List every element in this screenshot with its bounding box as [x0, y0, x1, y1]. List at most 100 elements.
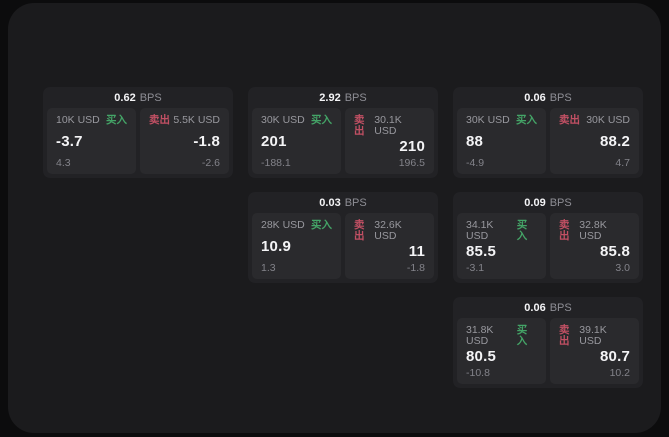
card-body: 34.1K USD 买入 85.5 -3.1 卖出 32.8K USD 85.8…: [453, 213, 643, 283]
sell-tile-top: 卖出 30K USD: [559, 115, 630, 126]
sell-price: 80.7: [600, 348, 630, 366]
sell-side-label: 卖出: [559, 219, 570, 242]
bps-unit-label: BPS: [549, 301, 572, 314]
quotes-panel: 0.62 BPS 10K USD 买入 -3.7 4.3 卖出 5.5K USD: [8, 3, 661, 433]
quote-card-2[interactable]: 2.92 BPS 30K USD 买入 201 -188.1 卖出 30.1K …: [248, 87, 438, 178]
card-header: 0.09 BPS: [453, 192, 643, 213]
sell-tile[interactable]: 卖出 32.8K USD 85.8 3.0: [550, 213, 639, 279]
sell-delta: 3.0: [615, 261, 630, 274]
sell-notional: 5.5K USD: [173, 114, 220, 126]
buy-notional: 30K USD: [466, 114, 510, 126]
quote-card-4[interactable]: 0.03 BPS 28K USD 买入 10.9 1.3 卖出 32.6K US…: [248, 192, 438, 283]
sell-price: 210: [399, 138, 425, 156]
buy-delta: -10.8: [466, 366, 490, 379]
buy-notional: 30K USD: [261, 114, 305, 126]
buy-tile-top: 28K USD 买入: [261, 220, 332, 231]
sell-price: 11: [408, 243, 425, 261]
quote-card-5[interactable]: 0.09 BPS 34.1K USD 买入 85.5 -3.1 卖出 32.8K…: [453, 192, 643, 283]
buy-side-label: 买入: [106, 114, 127, 126]
sell-delta: 10.2: [609, 366, 630, 379]
buy-notional: 28K USD: [261, 219, 305, 231]
sell-tile[interactable]: 卖出 39.1K USD 80.7 10.2: [550, 318, 639, 384]
buy-side-label: 买入: [516, 324, 528, 347]
bps-value: 0.03: [319, 196, 341, 209]
card-header: 0.06 BPS: [453, 87, 643, 108]
card-header: 0.03 BPS: [248, 192, 438, 213]
sell-tile[interactable]: 卖出 32.6K USD 11 -1.8: [345, 213, 434, 279]
sell-delta: 196.5: [398, 156, 425, 169]
bps-unit-label: BPS: [344, 91, 367, 104]
buy-tile-top: 34.1K USD 买入: [466, 220, 537, 241]
buy-delta: 1.3: [261, 261, 276, 274]
buy-tile-top: 30K USD 买入: [466, 115, 537, 126]
bps-unit-label: BPS: [549, 91, 572, 104]
bps-unit-label: BPS: [139, 91, 162, 104]
sell-tile-top: 卖出 5.5K USD: [149, 115, 220, 126]
buy-tile[interactable]: 28K USD 买入 10.9 1.3: [252, 213, 341, 279]
card-header: 2.92 BPS: [248, 87, 438, 108]
card-body: 28K USD 买入 10.9 1.3 卖出 32.6K USD 11 -1.8: [248, 213, 438, 283]
buy-tile[interactable]: 10K USD 买入 -3.7 4.3: [47, 108, 136, 174]
card-header: 0.62 BPS: [43, 87, 233, 108]
sell-side-label: 卖出: [149, 114, 170, 126]
buy-notional: 31.8K USD: [466, 324, 494, 347]
buy-notional: 10K USD: [56, 114, 100, 126]
buy-tile-top: 30K USD 买入: [261, 115, 332, 126]
buy-tile[interactable]: 30K USD 买入 201 -188.1: [252, 108, 341, 174]
quote-card-1[interactable]: 0.62 BPS 10K USD 买入 -3.7 4.3 卖出 5.5K USD: [43, 87, 233, 178]
sell-tile[interactable]: 卖出 30.1K USD 210 196.5: [345, 108, 434, 174]
bps-value: 0.62: [114, 91, 136, 104]
card-body: 30K USD 买入 201 -188.1 卖出 30.1K USD 210 1…: [248, 108, 438, 178]
buy-tile-top: 10K USD 买入: [56, 115, 127, 126]
sell-notional: 30K USD: [586, 114, 630, 126]
buy-delta: -3.1: [466, 261, 485, 274]
sell-notional: 30.1K USD: [374, 114, 402, 137]
sell-side-label: 卖出: [559, 114, 580, 126]
quote-card-6[interactable]: 0.06 BPS 31.8K USD 买入 80.5 -10.8 卖出 39.1…: [453, 297, 643, 388]
buy-price: 201: [261, 133, 287, 150]
buy-delta: -4.9: [466, 156, 485, 169]
sell-notional: 32.6K USD: [374, 219, 402, 242]
card-body: 30K USD 买入 88 -4.9 卖出 30K USD 88.2 4.7: [453, 108, 643, 178]
bps-unit-label: BPS: [549, 196, 572, 209]
buy-price: 88: [466, 133, 484, 150]
buy-delta: 4.3: [56, 156, 71, 169]
sell-tile-top: 卖出 32.8K USD: [559, 220, 630, 241]
card-body: 31.8K USD 买入 80.5 -10.8 卖出 39.1K USD 80.…: [453, 318, 643, 388]
sell-price: 88.2: [600, 133, 630, 150]
sell-side-label: 卖出: [559, 324, 570, 347]
sell-tile-top: 卖出 39.1K USD: [559, 325, 630, 346]
buy-tile-top: 31.8K USD 买入: [466, 325, 537, 346]
sell-notional: 32.8K USD: [579, 219, 607, 242]
quote-card-3[interactable]: 0.06 BPS 30K USD 买入 88 -4.9 卖出 30K USD: [453, 87, 643, 178]
sell-delta: -1.8: [406, 261, 425, 274]
buy-tile[interactable]: 34.1K USD 买入 85.5 -3.1: [457, 213, 546, 279]
sell-notional: 39.1K USD: [579, 324, 607, 347]
buy-tile[interactable]: 31.8K USD 买入 80.5 -10.8: [457, 318, 546, 384]
buy-side-label: 买入: [311, 219, 332, 231]
buy-side-label: 买入: [516, 219, 528, 242]
sell-tile[interactable]: 卖出 30K USD 88.2 4.7: [550, 108, 639, 174]
buy-price: 80.5: [466, 348, 496, 366]
buy-price: 10.9: [261, 238, 291, 255]
buy-side-label: 买入: [311, 114, 332, 126]
sell-price: -1.8: [193, 133, 220, 150]
sell-side-label: 卖出: [354, 219, 365, 242]
buy-notional: 34.1K USD: [466, 219, 494, 242]
card-header: 0.06 BPS: [453, 297, 643, 318]
sell-tile-top: 卖出 32.6K USD: [354, 220, 425, 241]
sell-delta: 4.7: [615, 156, 630, 169]
sell-tile[interactable]: 卖出 5.5K USD -1.8 -2.6: [140, 108, 229, 174]
sell-side-label: 卖出: [354, 114, 365, 137]
buy-delta: -188.1: [261, 156, 291, 169]
bps-value: 0.06: [524, 91, 546, 104]
bps-value: 2.92: [319, 91, 341, 104]
bps-value: 0.06: [524, 301, 546, 314]
buy-side-label: 买入: [516, 114, 537, 126]
sell-tile-top: 卖出 30.1K USD: [354, 115, 425, 136]
buy-price: 85.5: [466, 243, 496, 261]
buy-price: -3.7: [56, 133, 83, 150]
bps-unit-label: BPS: [344, 196, 367, 209]
buy-tile[interactable]: 30K USD 买入 88 -4.9: [457, 108, 546, 174]
bps-value: 0.09: [524, 196, 546, 209]
